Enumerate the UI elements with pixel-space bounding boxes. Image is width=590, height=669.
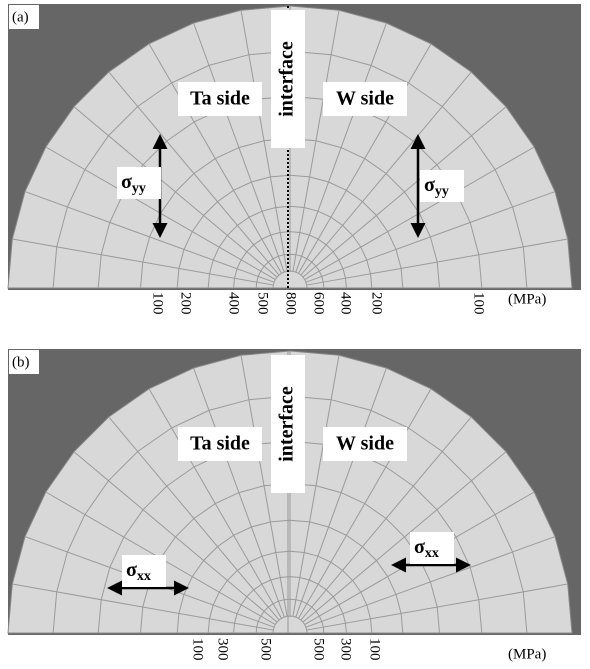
stress-subscript: xx	[137, 569, 151, 584]
scale-label: 200	[178, 292, 194, 315]
figure: (a)Ta sideW sideinterfaceσyyσyy100200400…	[0, 0, 590, 669]
scale-label: 500	[258, 638, 274, 661]
scale-label: 300	[338, 638, 354, 661]
scale-label: 600	[311, 292, 327, 315]
scale-label: 100	[471, 292, 487, 315]
stress-subscript: yy	[435, 184, 449, 199]
scale-label: 100	[190, 638, 206, 661]
unit-label: (MPa)	[508, 291, 546, 307]
scale-label: 400	[226, 292, 242, 315]
stress-symbol: σ	[424, 174, 435, 196]
side-label: Ta side	[190, 433, 250, 455]
stress-subscript: yy	[132, 181, 146, 196]
scale-label: 500	[311, 638, 327, 661]
side-label: Ta side	[190, 88, 250, 110]
scale-label: 800	[283, 292, 299, 315]
panel-label: (b)	[12, 354, 30, 370]
scale-label: 500	[255, 292, 271, 315]
scale-label: 100	[367, 638, 383, 661]
scale-label: 400	[338, 292, 354, 315]
unit-label: (MPa)	[508, 646, 546, 662]
panel-label: (a)	[12, 9, 29, 25]
interface-label: interface	[276, 386, 298, 462]
stress-symbol: σ	[414, 536, 425, 558]
scale-label: 200	[369, 292, 385, 315]
scale-label: 100	[150, 292, 166, 315]
side-label: W side	[336, 88, 394, 110]
side-label: W side	[336, 433, 394, 455]
stress-symbol: σ	[126, 559, 137, 581]
stress-subscript: xx	[425, 546, 439, 561]
stress-symbol: σ	[121, 171, 132, 193]
scale-label: 300	[215, 638, 231, 661]
interface-label: interface	[276, 41, 298, 117]
